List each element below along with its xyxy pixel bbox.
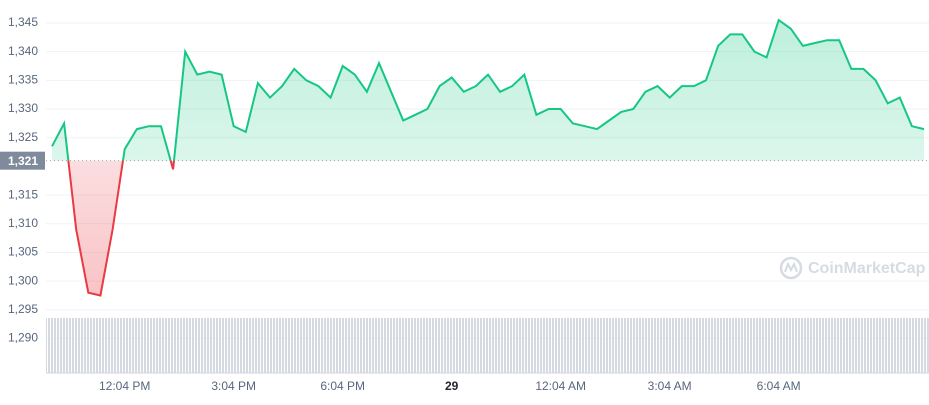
x-tick-label: 12:04 AM [535,379,586,393]
y-tick-label: 1,340 [8,44,38,58]
y-tick-label: 1,325 [8,130,38,144]
y-tick-label: 1,330 [8,101,38,115]
volume-bars [46,318,929,373]
baseline-label-box [0,151,45,170]
y-tick-label: 1,315 [8,187,38,201]
x-tick-label: 6:04 AM [757,379,801,393]
price-line-up [51,18,925,161]
x-tick-label: 3:04 PM [211,379,256,393]
x-tick-label: 29 [445,379,459,393]
x-tick-label: 3:04 AM [648,379,692,393]
y-tick-label: 1,290 [8,331,38,345]
y-tick-label: 1,295 [8,302,38,316]
x-tick-label: 12:04 PM [99,379,150,393]
area-up [52,20,924,161]
y-tick-label: 1,335 [8,73,38,87]
baseline-label: 1,321 [8,154,38,168]
x-tick-label: 6:04 PM [320,379,365,393]
y-tick-label: 1,305 [8,245,38,259]
watermark-text: CoinMarketCap [808,260,926,277]
y-tick-label: 1,310 [8,216,38,230]
y-tick-label: 1,300 [8,273,38,287]
y-tick-label: 1,345 [8,15,38,29]
watermark: CoinMarketCap [779,256,926,280]
